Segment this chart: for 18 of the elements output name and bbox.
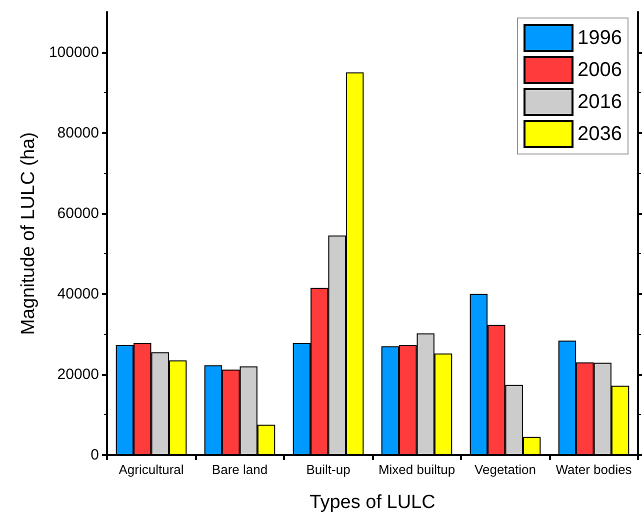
legend-label: 2006 (578, 59, 622, 81)
x-tick-label: Bare land (212, 462, 268, 477)
y-tick-label: 20000 (57, 366, 99, 383)
legend-label: 2016 (578, 91, 622, 113)
legend-label: 1996 (578, 27, 622, 49)
y-tick-label: 40000 (57, 285, 99, 302)
x-tick-label: Agricultural (118, 462, 184, 477)
y-tick-label: 100000 (48, 44, 99, 61)
y-tick-label: 80000 (57, 124, 99, 142)
x-tick-label: Water bodies (556, 462, 632, 477)
y-axis-title: Magnitude of LULC (ha) (18, 132, 40, 335)
legend-label: 2036 (578, 123, 622, 145)
y-tick-label: 60000 (57, 204, 99, 222)
x-tick-label: Vegetation (474, 462, 536, 477)
x-tick-label: Mixed builtup (378, 462, 456, 477)
x-axis-title: Types of LULC (310, 492, 436, 513)
y-tick-label: 0 (90, 446, 99, 464)
x-tick-label: Built-up (306, 462, 350, 477)
